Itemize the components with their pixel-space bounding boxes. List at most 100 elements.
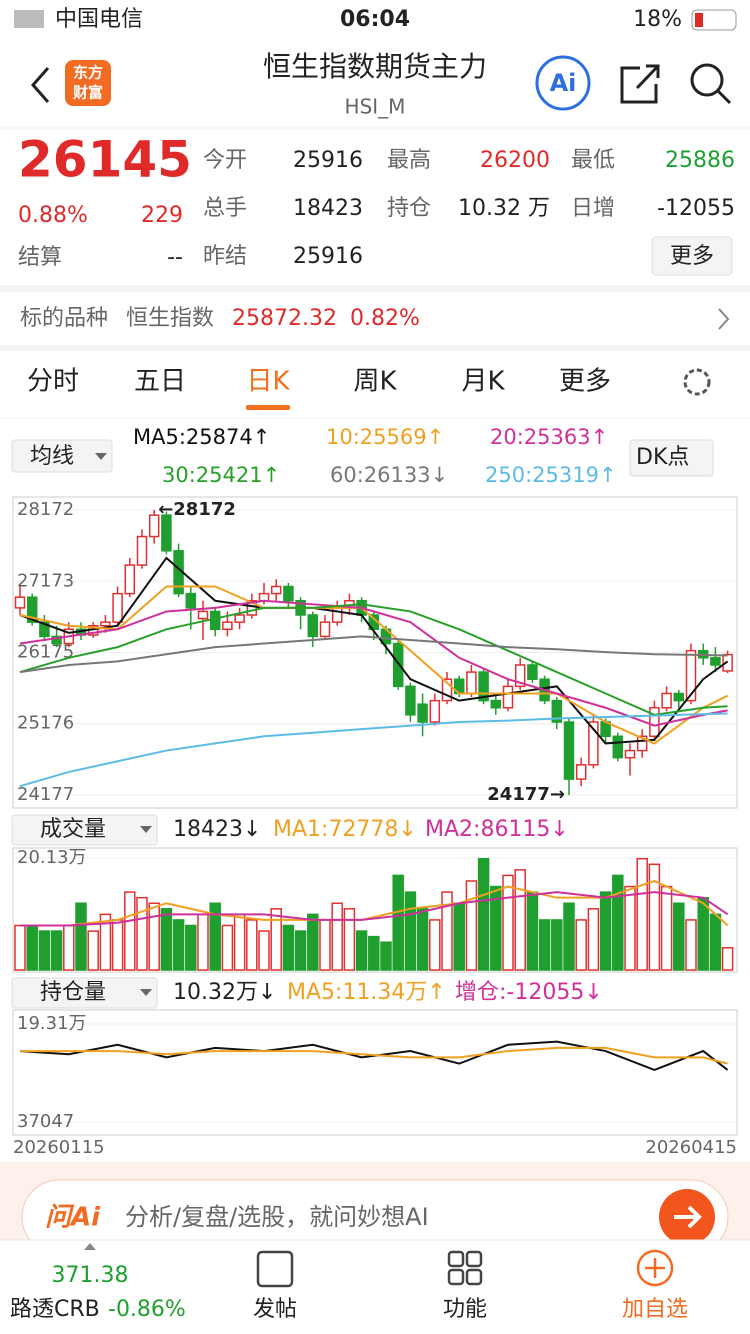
tab[interactable]: 日K	[246, 367, 290, 397]
candle-body	[588, 721, 599, 766]
nav-item[interactable]: 加自选	[622, 1297, 688, 1322]
y-tick-label: 27173	[17, 570, 74, 591]
volume-bar	[294, 930, 307, 971]
candle-body	[502, 685, 514, 709]
candle-body	[112, 592, 123, 623]
candle-body	[392, 642, 404, 688]
tab[interactable]: 更多	[559, 367, 611, 397]
underlying[interactable]: 标的品种 恒生指数 25872.32 0.82%	[20, 306, 730, 331]
share[interactable]	[620, 64, 660, 104]
quote: 26145 0.88% 229 结算 -- 今开 25916 最高 26200 …	[18, 131, 735, 276]
volume-bar	[343, 908, 356, 971]
candle-body	[14, 596, 26, 609]
candle-body	[26, 596, 38, 623]
volume-bar	[246, 919, 258, 971]
volume-bar	[465, 880, 478, 971]
index-value: 371.38	[52, 1263, 129, 1288]
candle-body	[685, 649, 697, 702]
volume-selector[interactable]	[11, 814, 158, 846]
nav-item[interactable]: 功能	[443, 1297, 487, 1322]
tab[interactable]: 五日	[134, 367, 186, 397]
tab[interactable]: 月K	[461, 367, 505, 397]
price: 26145	[18, 131, 192, 189]
volume-legend: MA1:72778↓	[273, 817, 417, 842]
tab[interactable]: 分时	[27, 367, 79, 397]
oi-frame	[12, 1009, 738, 1136]
index-pct: -0.86%	[108, 1297, 186, 1322]
volume-bar	[258, 930, 270, 971]
volume-legend: MA2:86115↓	[425, 817, 569, 842]
volume-bar	[282, 924, 295, 971]
volume-bar	[172, 919, 185, 971]
volume-bar	[673, 902, 685, 971]
post-icon[interactable]	[256, 1250, 294, 1288]
candle-body	[612, 735, 624, 759]
logo-text: 东方	[73, 64, 103, 82]
chevron	[718, 308, 730, 330]
volume-bar	[721, 946, 734, 971]
volume-bar	[636, 857, 648, 971]
volume-bar	[148, 902, 160, 971]
candle-body	[710, 657, 721, 666]
dk-button[interactable]	[629, 439, 714, 477]
signal	[14, 10, 44, 28]
ma-legend: 20:25363↑	[490, 425, 608, 449]
search[interactable]	[690, 63, 724, 97]
carrier: 中国电信	[55, 7, 143, 32]
volume-bar	[221, 924, 234, 971]
volume-bar	[648, 863, 661, 971]
battery-level	[695, 13, 703, 27]
volume-bar	[368, 935, 380, 971]
annotation: ←28172	[158, 499, 236, 520]
ma-legend: MA5:25874↑	[133, 425, 270, 449]
arrow	[674, 1205, 702, 1229]
change: 229	[141, 203, 183, 228]
candle-body	[429, 699, 441, 723]
volume-bar	[624, 885, 636, 971]
candle-body	[527, 664, 538, 680]
volume-bar	[99, 913, 112, 971]
ma-legend: 30:25421↑	[162, 463, 280, 487]
nav-item[interactable]: 发帖	[253, 1297, 297, 1322]
ma-selector[interactable]	[11, 439, 113, 473]
ai-button[interactable]	[535, 55, 591, 111]
ma-line	[19, 712, 728, 788]
back[interactable]	[30, 67, 50, 103]
field-value: 25916	[293, 244, 363, 269]
volume-bar	[404, 891, 417, 971]
volume-bar	[111, 919, 124, 971]
plus	[645, 1258, 665, 1278]
field-value: 10.32 万	[458, 196, 550, 221]
volume-bar	[526, 891, 539, 971]
y-tick-label: 24177	[17, 784, 74, 805]
underlying-price: 25872.32	[232, 306, 337, 331]
y-tick-label: 37047	[17, 1111, 74, 1132]
band	[0, 345, 750, 351]
oi-selector[interactable]	[11, 977, 158, 1009]
ai-text: Ai	[550, 69, 577, 97]
volume-bar	[453, 902, 465, 971]
field-label: 昨结	[203, 244, 247, 269]
logo	[65, 60, 111, 106]
dropdown	[140, 989, 152, 996]
func-icon[interactable]	[447, 1250, 483, 1286]
candle-body	[124, 564, 136, 595]
volume-bar	[709, 913, 722, 971]
field-value: 25916	[293, 148, 363, 173]
candle-body	[441, 678, 453, 702]
ma-legend: 60:26133↓	[330, 463, 448, 487]
tab[interactable]: 周K	[353, 367, 397, 397]
volume-bar	[502, 874, 514, 971]
settings[interactable]	[683, 368, 711, 396]
candle-body	[270, 585, 282, 595]
settle: --	[167, 245, 183, 270]
field-label: 日增	[571, 196, 615, 221]
more-button[interactable]	[651, 236, 733, 276]
ma-legend: 250:25319↑	[485, 463, 617, 487]
volume-bar	[209, 902, 221, 971]
volume-bar	[319, 919, 331, 971]
field-label: 持仓	[387, 196, 431, 221]
search-handle	[716, 89, 732, 105]
add-icon[interactable]	[636, 1249, 674, 1287]
